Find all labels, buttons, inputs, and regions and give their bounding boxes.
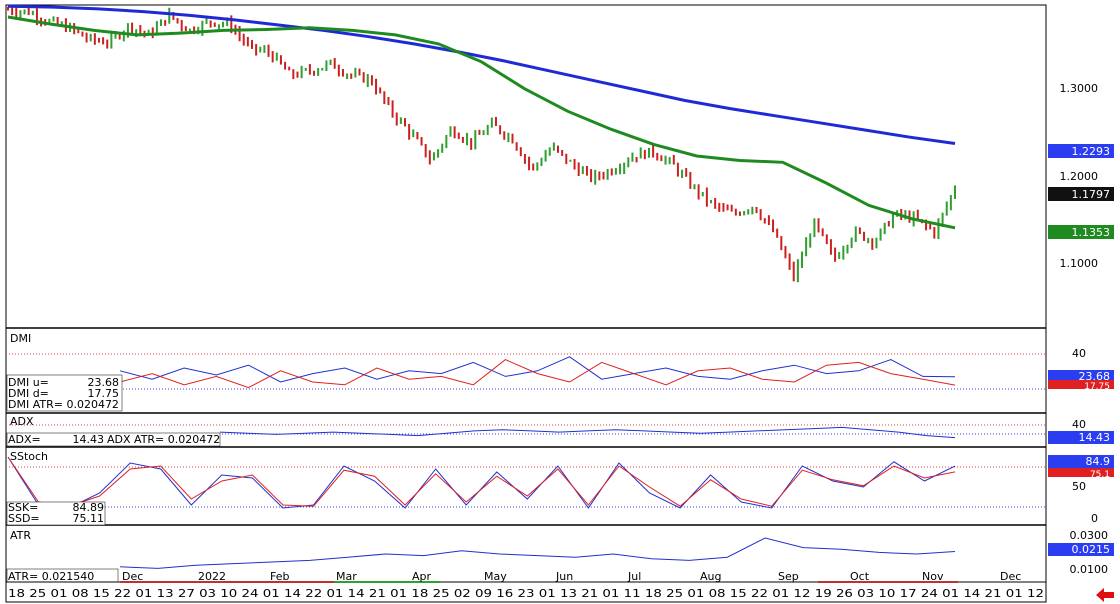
month-label: Feb (270, 570, 289, 583)
month-label: Jul (627, 570, 641, 583)
atr-tag (1048, 543, 1114, 556)
sstoch-k-tag (1048, 455, 1114, 468)
month-label: Dec (122, 570, 143, 583)
dmi-down-tag-label: 17.75 (1084, 382, 1110, 392)
adx-tick-label: 40 (1072, 418, 1086, 431)
month-label: Nov (922, 570, 944, 583)
sstoch-tick-label: 0 (1091, 512, 1098, 525)
sstoch-d-tag-label: 75.1 (1090, 470, 1110, 480)
dmi-down-tag (1048, 380, 1114, 389)
y-tick-label: 1.3000 (1060, 82, 1099, 95)
adx-value: 14.43 (73, 433, 105, 446)
ssk-value: 84.89 (73, 501, 105, 514)
adx-line (219, 426, 956, 439)
adx-atr-label: ADX ATR= 0.020472 (107, 433, 220, 446)
time-axis-band-green (334, 581, 440, 583)
ssk-label: SSK= (8, 501, 38, 514)
time-axis-band-red (818, 581, 958, 583)
month-label: May (484, 570, 507, 583)
adx-tag-label: 14.43 (1079, 431, 1111, 444)
ma-short-tag (1048, 225, 1114, 239)
last-price-tag (1048, 187, 1114, 201)
ma-long-line (7, 4, 956, 145)
ma-short-line (7, 15, 956, 230)
month-label: Apr (412, 570, 432, 583)
month-label: Sep (778, 570, 799, 583)
dmi-title: DMI (10, 332, 31, 345)
dmi-up-label: DMI u= (8, 376, 49, 389)
back-arrow-icon[interactable] (1096, 588, 1114, 602)
y-tick-label: 1.2000 (1060, 170, 1099, 183)
adx-readout-box (6, 432, 221, 447)
month-label: Mar (336, 570, 357, 583)
month-label: Dec (1000, 570, 1021, 583)
dmi-down-value: 17.75 (88, 387, 120, 400)
main-y-axis: 1.3000 1.2000 1.1000 (1060, 82, 1099, 270)
time-axis-band-red (120, 581, 334, 583)
last-price-tag-label: 1.1797 (1072, 188, 1111, 201)
adx-label: ADX= (8, 433, 41, 446)
ma-short-tag-label: 1.1353 (1072, 226, 1111, 239)
month-label: Oct (850, 570, 870, 583)
dmi-up-tag (1048, 370, 1114, 383)
month-label: Aug (700, 570, 721, 583)
dmi-up-tag-label: 23.68 (1079, 370, 1111, 383)
month-label: Jun (555, 570, 573, 583)
dmi-atr-label: DMI ATR= 0.020472 (8, 398, 119, 411)
sstoch-title: SStoch (10, 450, 48, 463)
dmi-readout-box (6, 374, 123, 412)
chart-frame (5, 4, 1047, 603)
adx-title: ADX (10, 415, 34, 428)
atr-tick-label: 0.0100 (1070, 563, 1109, 576)
dmi-tick-label: 40 (1072, 347, 1086, 360)
day-labels: 18 25 01 08 15 22 01 13 27 03 10 24 01 1… (8, 587, 1044, 600)
ma-long-tag-label: 1.2293 (1072, 145, 1111, 158)
y-tick-label: 1.1000 (1060, 257, 1099, 270)
ssd-value: 75.11 (73, 512, 105, 525)
ssd-label: SSD= (8, 512, 40, 525)
adx-tag (1048, 431, 1114, 444)
ma-long-tag (1048, 144, 1114, 158)
sstoch-k-tag-label: 84.9 (1086, 455, 1111, 468)
sstoch-tick-label: 50 (1072, 480, 1086, 493)
atr-title: ATR (10, 529, 31, 542)
dmi-down-label: DMI d= (8, 387, 49, 400)
dmi-down-line (119, 359, 956, 389)
time-axis: Dec 2022 Feb Mar Apr May Jun Jul Aug Sep… (6, 570, 1046, 600)
sstoch-d-line (7, 456, 956, 507)
sstoch-readout-box (6, 501, 106, 526)
sstoch-d-tag (1048, 468, 1114, 477)
dmi-up-value: 23.68 (88, 376, 120, 389)
atr-tick-label: 0.0300 (1070, 529, 1109, 542)
atr-line (119, 537, 956, 569)
atr-readout: ATR= 0.021540 (8, 570, 94, 583)
atr-tag-label: 0.0215 (1072, 543, 1111, 556)
month-label: 2022 (198, 570, 226, 583)
